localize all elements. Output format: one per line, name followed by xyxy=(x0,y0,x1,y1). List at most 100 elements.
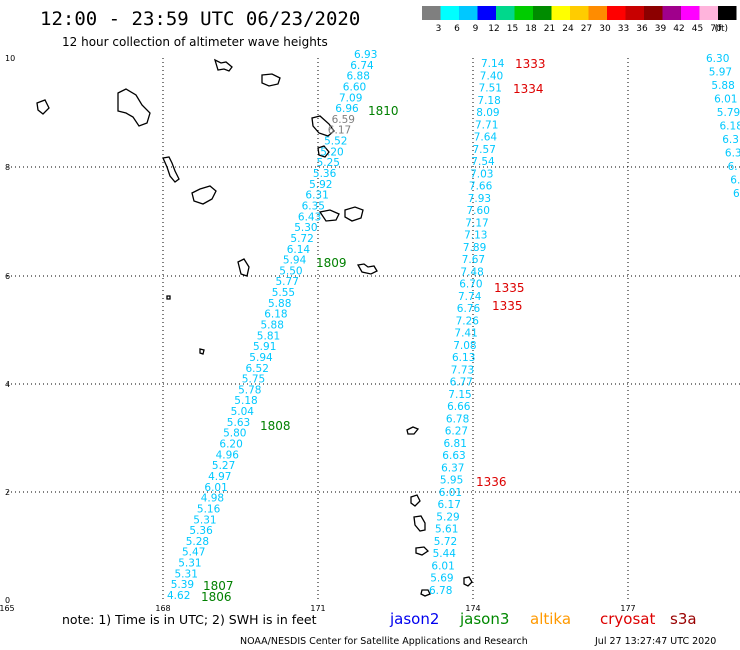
island xyxy=(406,426,420,435)
legend-swatch xyxy=(551,6,570,20)
wave-height-value: 4.62 xyxy=(167,590,190,602)
footer-note: note: 1) Time is in UTC; 2) SWH is in fe… xyxy=(62,612,317,627)
legend-swatch xyxy=(496,6,515,20)
x-tick-label: 165 xyxy=(0,604,15,613)
wave-height-value: 6.18 xyxy=(264,309,287,321)
island xyxy=(191,185,217,205)
wave-height-value: 4.97 xyxy=(208,471,231,483)
wave-height-value: 7.26 xyxy=(456,315,480,327)
wave-height-value: 5.88 xyxy=(711,80,734,92)
wave-height-value: 5.97 xyxy=(709,67,732,79)
wave-height-value: 5.52 xyxy=(324,136,347,148)
footer-timestamp: Jul 27 13:27:47 UTC 2020 xyxy=(594,636,716,647)
island xyxy=(36,99,50,115)
x-tick-label: 168 xyxy=(155,604,170,613)
wave-height-value: 5.20 xyxy=(320,146,343,158)
legend-swatch xyxy=(607,6,626,20)
wave-height-value: 6.01 xyxy=(204,482,227,494)
wave-height-value: 7.18 xyxy=(477,95,500,107)
wave-height-value: 6.18 xyxy=(720,121,740,133)
wave-height-value: 5.47 xyxy=(182,547,205,559)
legend-label: 12 xyxy=(488,24,499,34)
y-tick-label: 10 xyxy=(5,54,15,63)
wave-height-value: 6.31 xyxy=(305,190,328,202)
pass-label: 1806 xyxy=(201,590,232,604)
wave-height-value: 5.04 xyxy=(231,406,255,418)
legend-swatch xyxy=(681,6,700,20)
wave-height-value: 7.51 xyxy=(479,83,502,95)
legend-swatch xyxy=(440,6,459,20)
island xyxy=(344,206,364,222)
wave-height-value: 6.30 xyxy=(706,53,729,65)
island xyxy=(420,589,431,597)
island xyxy=(318,209,340,222)
island-outlines xyxy=(36,58,473,597)
legend-swatch xyxy=(533,6,552,20)
wave-height-value: 7.71 xyxy=(475,119,498,131)
legend-label: 27 xyxy=(581,24,592,34)
y-tick-label: 6 xyxy=(5,272,10,281)
island xyxy=(317,145,330,158)
wave-height-value: 7.89 xyxy=(463,242,486,254)
wave-height-value: 6.63 xyxy=(442,450,465,462)
legend-label: 21 xyxy=(544,24,555,34)
wave-height-value: 5.72 xyxy=(290,233,313,245)
wave-height-value: 6.59 xyxy=(332,114,355,126)
island xyxy=(199,348,205,355)
wave-height-value: 6.88 xyxy=(347,71,370,83)
satellite-name: jason3 xyxy=(459,610,509,628)
wave-height-value: 5.94 xyxy=(283,255,307,267)
legend-swatch xyxy=(514,6,533,20)
wave-height-value: 7.64 xyxy=(474,132,498,144)
wave-height-value: 6.13 xyxy=(452,352,475,364)
island xyxy=(166,295,171,300)
y-tick-label: 2 xyxy=(5,488,10,497)
pass-label: 1808 xyxy=(260,419,291,433)
wave-height-value: 6.35 xyxy=(302,201,325,213)
island xyxy=(261,73,281,87)
wave-height-value: 7.73 xyxy=(451,364,474,376)
island xyxy=(213,58,233,72)
wave-height-value: 5.55 xyxy=(272,287,295,299)
wave-height-value: 5.94 xyxy=(249,352,273,364)
footer-credit: NOAA/NESDIS Center for Satellite Applica… xyxy=(240,636,528,647)
pass-label: 1809 xyxy=(316,256,347,270)
legend-label: 18 xyxy=(525,24,537,34)
legend-swatch xyxy=(477,6,496,20)
wave-height-value: 7.15 xyxy=(448,389,471,401)
legend-label: 33 xyxy=(618,24,629,34)
wave-height-value: 5.31 xyxy=(193,514,216,526)
y-axis-ticks: 0 2 4 6 8 10 xyxy=(5,54,15,605)
wave-height-value: 7.93 xyxy=(468,193,491,205)
wave-height-value: 6.74 xyxy=(350,60,374,72)
pass-label: 1810 xyxy=(368,104,399,118)
legend-swatch xyxy=(459,6,478,20)
wave-height-value: 5.25 xyxy=(317,157,340,169)
wave-height-value: 5.95 xyxy=(440,475,463,487)
x-tick-label: 174 xyxy=(465,604,480,613)
wave-height-value: 6.76 xyxy=(457,303,481,315)
wave-height-value: 5.31 xyxy=(175,568,198,580)
wave-height-value: 4.98 xyxy=(201,493,224,505)
map-subtitle: 12 hour collection of altimeter wave hei… xyxy=(62,35,328,49)
island xyxy=(162,156,180,183)
wave-height-value: 6. xyxy=(730,175,740,187)
wave-height-value: 6.60 xyxy=(343,82,366,94)
wave-height-value: 5.16 xyxy=(197,503,221,515)
wave-height-value: 6 xyxy=(733,188,740,200)
legend-label: 15 xyxy=(507,24,518,34)
satellite-name: altika xyxy=(530,610,571,628)
wave-height-value: 5.63 xyxy=(227,417,250,429)
wave-height-value: 5.69 xyxy=(430,573,453,585)
satellite-name: cryosat xyxy=(600,610,655,628)
wave-height-value: 5.78 xyxy=(238,384,261,396)
wave-height-tracks: 4.625.395.315.315.475.285.365.315.164.98… xyxy=(167,49,740,602)
wave-height-value: 7.40 xyxy=(480,70,503,82)
island xyxy=(413,515,426,532)
island xyxy=(237,258,250,277)
legend-swatch xyxy=(625,6,644,20)
y-tick-label: 8 xyxy=(5,163,10,172)
wave-height-value: 6.66 xyxy=(447,401,471,413)
